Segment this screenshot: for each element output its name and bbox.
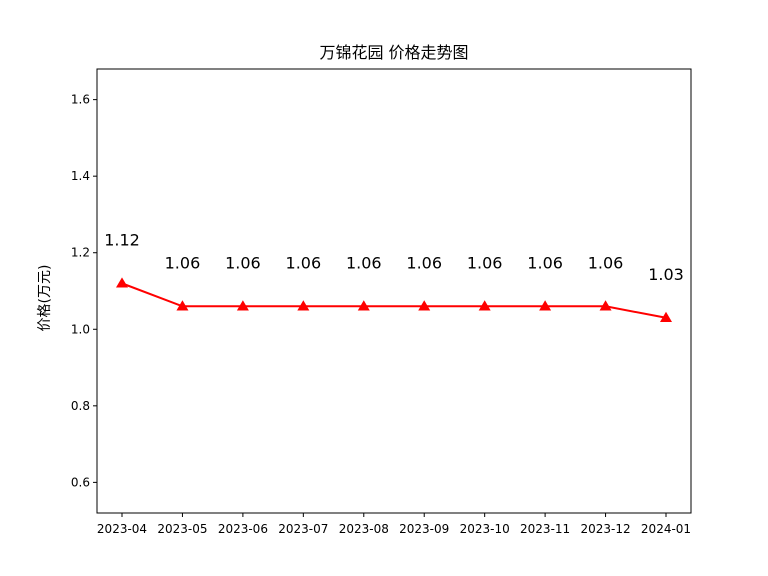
data-label: 1.06: [588, 253, 624, 272]
data-label: 1.12: [104, 230, 140, 249]
x-tick-label: 2023-11: [520, 522, 570, 536]
y-tick-label: 1.4: [71, 169, 90, 183]
data-label: 1.06: [286, 253, 322, 272]
x-tick-label: 2023-08: [339, 522, 389, 536]
data-label: 1.06: [467, 253, 503, 272]
y-tick-label: 1.2: [71, 246, 90, 260]
x-tick-label: 2023-07: [278, 522, 328, 536]
series-line: [121, 282, 667, 319]
x-tick-label: 2023-09: [399, 522, 449, 536]
x-tick-label: 2023-04: [97, 522, 147, 536]
x-tick-label: 2024-01: [641, 522, 691, 536]
data-point-marker: [418, 300, 431, 311]
y-axis-label: 价格(万元): [37, 265, 53, 332]
chart-title: 万锦花园 价格走势图: [319, 43, 468, 62]
series-layer: [116, 277, 672, 322]
x-tick-label: 2023-12: [580, 522, 630, 536]
data-label: 1.03: [648, 265, 684, 284]
data-point-marker: [599, 300, 612, 311]
y-tick-label: 1.0: [71, 322, 90, 336]
x-tick-label: 2023-06: [218, 522, 268, 536]
data-point-marker: [357, 300, 370, 311]
data-label-layer: 1.12 1.06 1.06 1.06 1.06 1.06 1.06 1.06 1.06 1.03: [104, 230, 684, 283]
y-tick-label: 0.8: [71, 399, 90, 413]
data-point-marker: [176, 300, 189, 311]
data-point-marker: [660, 311, 672, 322]
data-label: 1.06: [165, 253, 201, 272]
y-axis: 0.6 0.8 1.0 1.2 1.4 1.6: [71, 93, 97, 489]
data-point-marker: [297, 300, 310, 311]
data-label: 1.06: [225, 253, 261, 272]
x-tick-label: 2023-10: [460, 522, 510, 536]
x-tick-label: 2023-05: [157, 522, 207, 536]
plot-area-frame: [96, 68, 692, 514]
data-label: 1.06: [406, 253, 442, 272]
data-label: 1.06: [527, 253, 563, 272]
data-label: 1.06: [346, 253, 382, 272]
x-axis: 2023-04 2023-05 2023-06 2023-07 2023-08 2023-…: [97, 513, 691, 536]
data-point-marker: [116, 277, 128, 288]
y-tick-label: 0.6: [71, 475, 90, 489]
data-point-marker: [539, 300, 552, 311]
y-tick-label: 1.6: [71, 93, 90, 107]
data-point-marker: [478, 300, 491, 311]
data-point-marker: [236, 300, 249, 311]
